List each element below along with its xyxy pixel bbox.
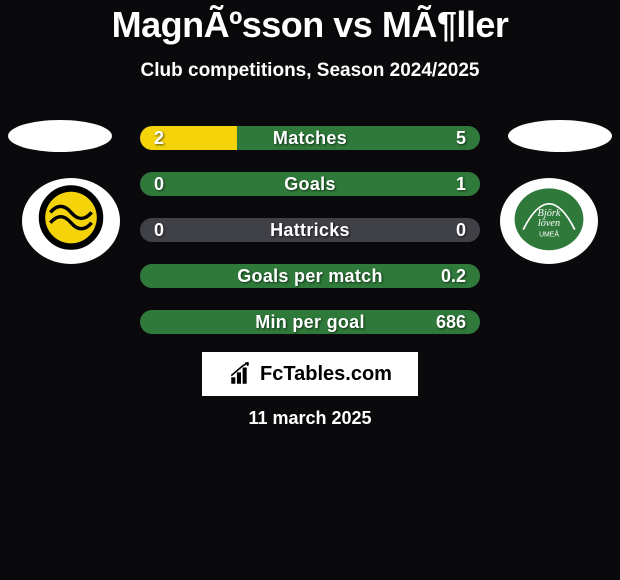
stat-bar: Min per goal686	[140, 310, 480, 334]
stat-right-value: 686	[420, 312, 480, 333]
svg-text:UMEÅ: UMEÅ	[539, 229, 559, 238]
stat-right-value: 5	[420, 128, 480, 149]
club-badge-left	[22, 178, 120, 264]
country-flag-right	[508, 120, 612, 152]
stat-bar: 2Matches5	[140, 126, 480, 150]
page-title: MagnÃºsson vs MÃ¶ller	[0, 4, 620, 46]
brand-box: FcTables.com	[202, 352, 418, 396]
fctables-icon	[228, 361, 254, 387]
stat-left-value: 0	[140, 220, 200, 241]
stat-label: Goals per match	[200, 266, 420, 287]
stat-label: Matches	[200, 128, 420, 149]
stat-left-value: 0	[140, 174, 200, 195]
stat-bar: 0Hattricks0	[140, 218, 480, 242]
date-label: 11 march 2025	[0, 408, 620, 429]
subtitle: Club competitions, Season 2024/2025	[0, 60, 620, 82]
stat-right-value: 0.2	[420, 266, 480, 287]
brand-label: FcTables.com	[260, 363, 392, 386]
stat-right-value: 1	[420, 174, 480, 195]
stat-bar: 0Goals1	[140, 172, 480, 196]
stat-right-value: 0	[420, 220, 480, 241]
stat-label: Goals	[200, 174, 420, 195]
stat-bar: Goals per match0.2	[140, 264, 480, 288]
stat-left-value: 2	[140, 128, 200, 149]
country-flag-left	[8, 120, 112, 152]
stats-bars: 2Matches50Goals10Hattricks0Goals per mat…	[140, 126, 480, 356]
elfsborg-icon	[22, 178, 120, 264]
stat-label: Hattricks	[200, 220, 420, 241]
stat-label: Min per goal	[200, 312, 420, 333]
club-badge-right: Björk löven UMEÅ	[500, 178, 598, 264]
svg-text:Björk: Björk	[538, 208, 561, 219]
bjorkloven-icon: Björk löven UMEÅ	[500, 178, 598, 264]
svg-text:löven: löven	[538, 218, 560, 229]
